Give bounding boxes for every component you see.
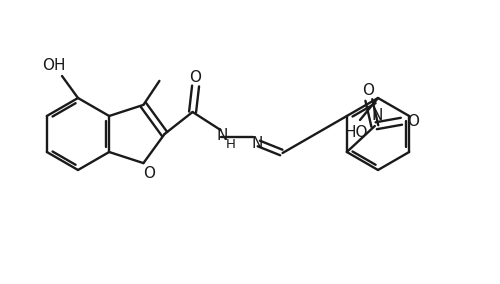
Text: N: N: [217, 128, 228, 143]
Text: O: O: [190, 70, 202, 85]
Text: H: H: [226, 137, 235, 151]
Text: N: N: [371, 108, 382, 122]
Text: HO: HO: [344, 124, 368, 139]
Text: O: O: [362, 82, 374, 97]
Text: O: O: [407, 114, 419, 128]
Text: O: O: [144, 166, 156, 181]
Text: N: N: [252, 135, 264, 151]
Text: OH: OH: [42, 57, 66, 72]
